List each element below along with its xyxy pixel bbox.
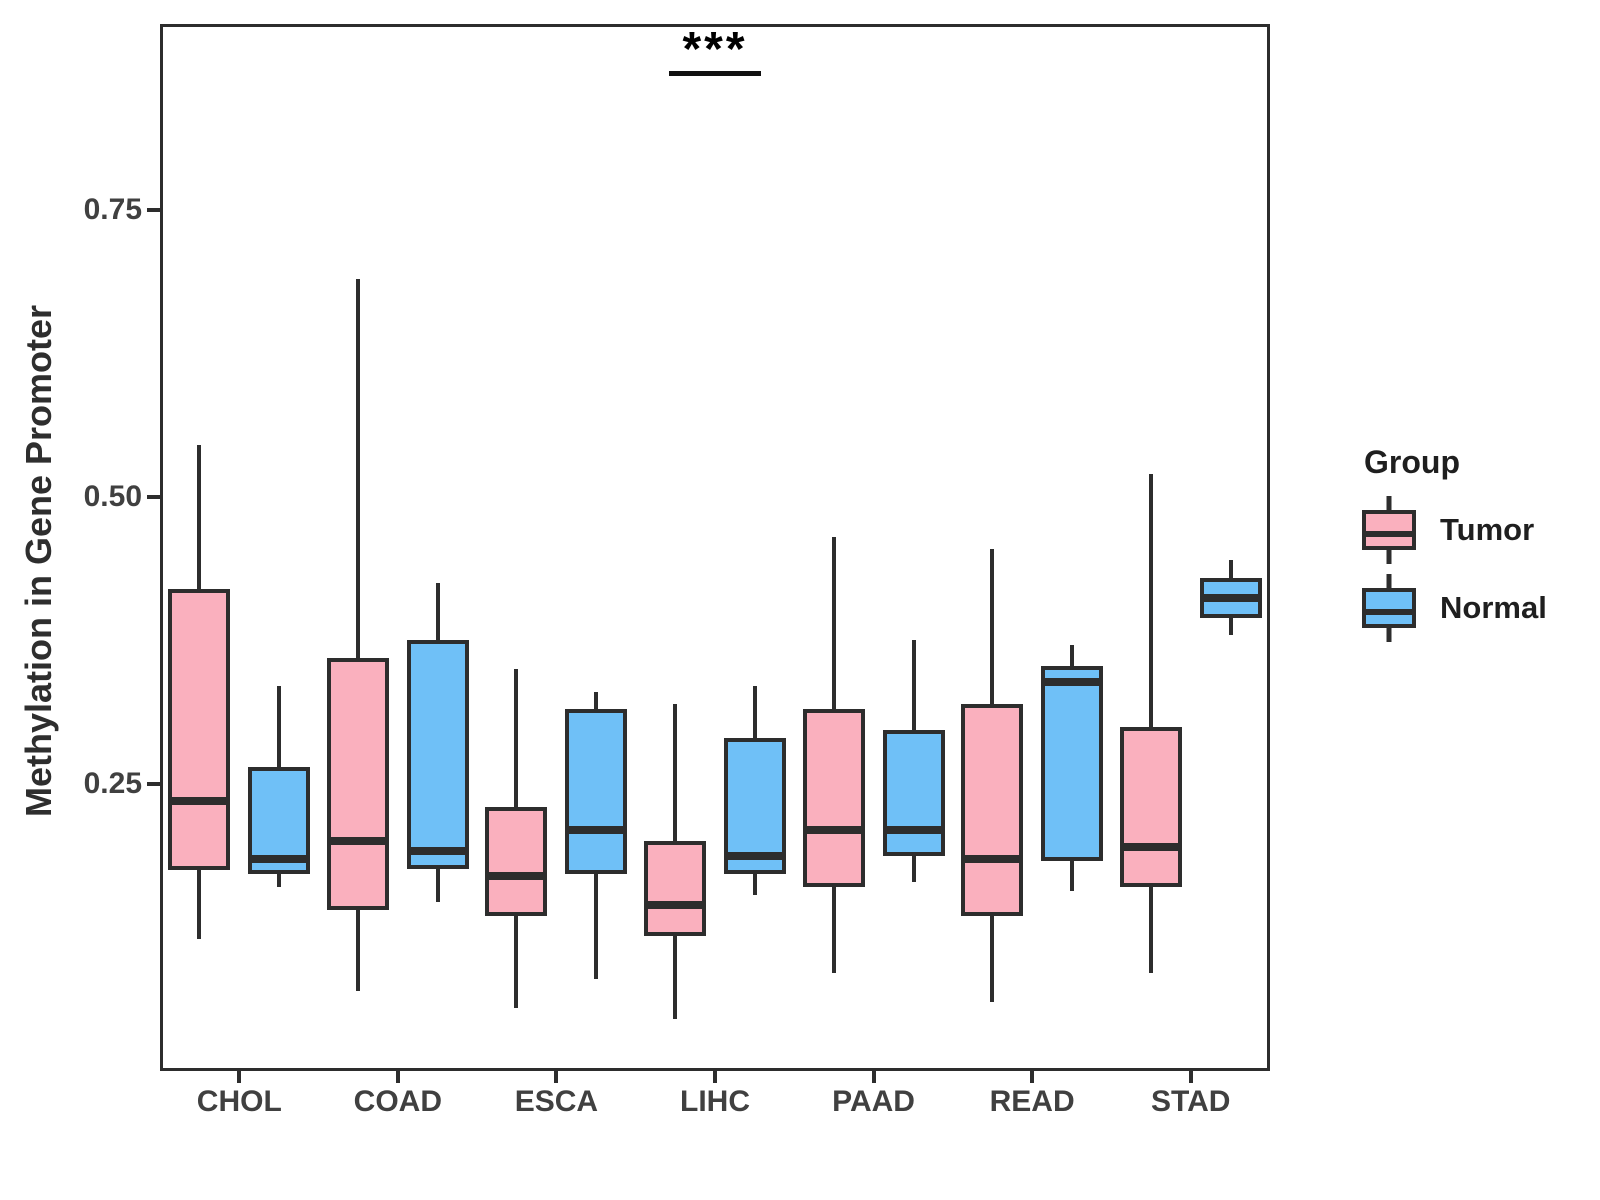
boxplot-median-normal-COAD [406, 846, 469, 855]
y-tick-label: 0.50 [83, 479, 142, 513]
x-tick-label: PAAD [832, 1085, 915, 1118]
boxplot-box-tumor-READ [961, 703, 1024, 916]
x-tick-label: READ [989, 1085, 1075, 1118]
boxplot-median-tumor-STAD [1119, 843, 1182, 852]
boxplot-median-tumor-CHOL [168, 797, 231, 806]
boxplot-median-tumor-PAAD [802, 825, 865, 834]
legend-item-tumor: Tumor [1362, 491, 1547, 569]
legend: Group Tumor Normal [1362, 444, 1547, 647]
x-tick-mark [554, 1071, 559, 1083]
legend-item-normal: Normal [1362, 569, 1547, 647]
significance-stars: *** [682, 23, 748, 76]
boxplot-box-normal-READ [1041, 665, 1104, 861]
boxplot-median-normal-LIHC [724, 852, 786, 861]
boxplot-box-normal-ESCA [565, 709, 628, 874]
boxplot-median-normal-ESCA [565, 825, 628, 834]
x-tick-mark [237, 1071, 242, 1083]
boxplot-box-tumor-STAD [1119, 726, 1182, 888]
x-tick-label: STAD [1150, 1085, 1231, 1118]
x-tick-mark [1030, 1071, 1035, 1083]
boxplot-median-tumor-READ [961, 854, 1024, 863]
x-tick-mark [1188, 1071, 1193, 1083]
x-tick-label: LIHC [680, 1085, 750, 1118]
boxplot-median-tumor-COAD [326, 837, 389, 846]
plot-panel [160, 24, 1270, 1071]
legend-label-tumor: Tumor [1440, 512, 1535, 547]
boxplot-box-normal-LIHC [724, 738, 786, 874]
significance-bar [669, 71, 761, 76]
boxplot-box-normal-COAD [406, 640, 469, 869]
legend-title: Group [1364, 444, 1460, 480]
legend-key-boxplot-normal-icon [1362, 569, 1416, 647]
legend-label-normal: Normal [1440, 590, 1547, 625]
boxplot-median-normal-STAD [1199, 594, 1262, 602]
x-tick-label: CHOL [196, 1085, 282, 1118]
boxplot-box-tumor-ESCA [485, 806, 548, 917]
boxplot-box-tumor-LIHC [644, 841, 706, 936]
boxplot-whisker-tumor-COAD [355, 278, 360, 991]
x-tick-mark [713, 1071, 717, 1083]
boxplot-median-normal-CHOL [248, 854, 311, 863]
x-tick-label: ESCA [514, 1085, 599, 1118]
boxplot-median-normal-PAAD [882, 825, 945, 834]
y-tick-mark [147, 781, 160, 786]
y-axis-title: Methylation in Gene Promoter [18, 304, 59, 818]
boxplot-box-tumor-PAAD [802, 709, 865, 888]
boxplot-median-normal-READ [1041, 677, 1104, 686]
boxplot-whisker-tumor-STAD [1148, 474, 1153, 974]
x-tick-mark [871, 1071, 876, 1083]
x-tick-label: COAD [353, 1085, 443, 1118]
x-tick-mark [395, 1071, 400, 1083]
y-tick-mark [147, 494, 160, 499]
y-tick-label: 0.75 [83, 192, 142, 226]
y-tick-mark [147, 207, 160, 212]
legend-key-boxplot-tumor-icon [1362, 491, 1416, 569]
boxplot-median-tumor-LIHC [644, 900, 706, 909]
boxplot-median-tumor-ESCA [485, 871, 548, 880]
y-tick-label: 0.25 [83, 766, 142, 800]
boxplot-box-normal-PAAD [882, 730, 945, 857]
boxplot-box-tumor-CHOL [168, 588, 231, 871]
boxplot-box-tumor-COAD [326, 657, 389, 911]
